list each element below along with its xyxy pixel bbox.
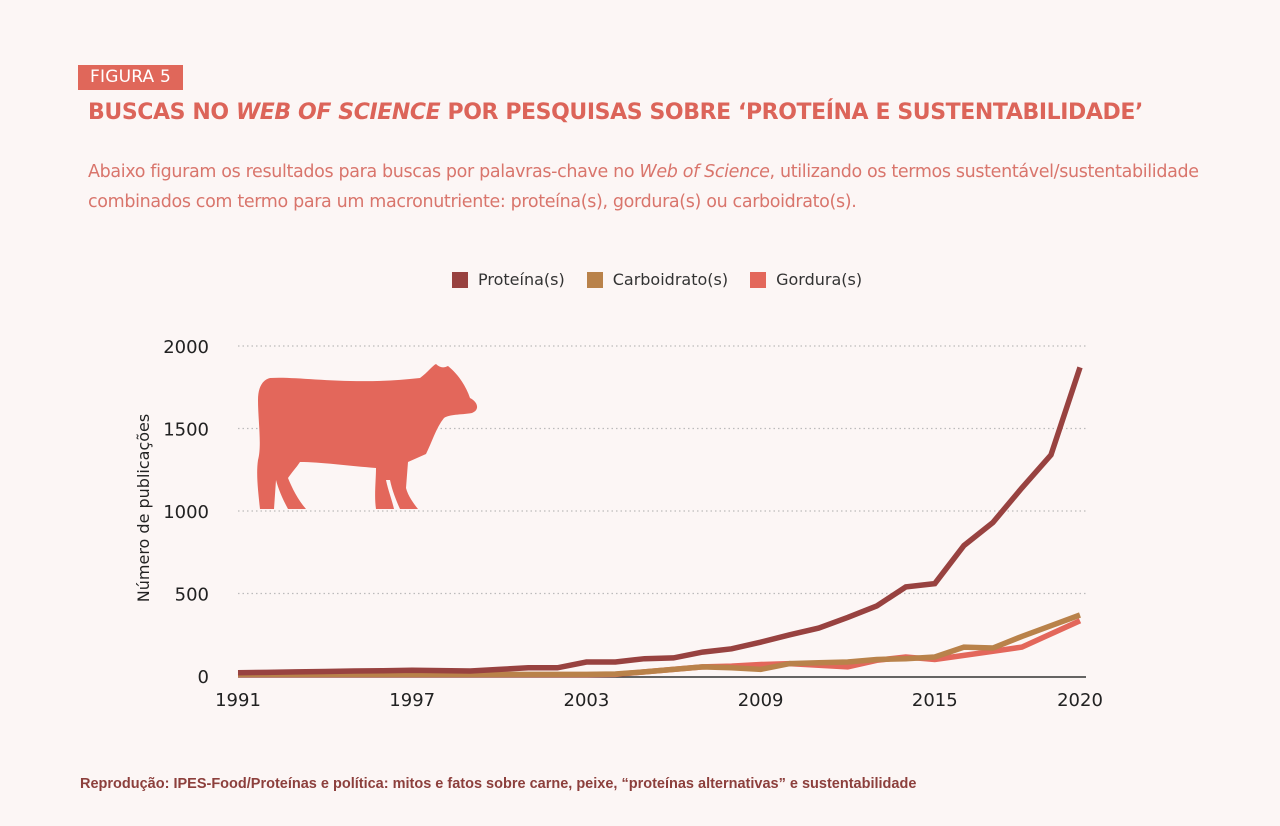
source-footer: Reprodução: IPES-Food/Proteínas e políti…: [80, 776, 917, 792]
desc-part3: , utilizando os termos sustentável/suste…: [88, 162, 1199, 212]
figure-label: FIGURA 5: [78, 65, 183, 90]
y-tick-label: 500: [175, 585, 209, 606]
legend-label-protein: Proteína(s): [478, 270, 565, 289]
y-tick-label: 0: [198, 667, 209, 688]
legend-swatch-fat: [750, 271, 767, 288]
x-tick-label: 2020: [1057, 690, 1103, 711]
cow-silhouette-icon: [257, 364, 478, 509]
title-part1: BUSCAS NO: [88, 100, 236, 125]
gridlines: [238, 345, 1086, 595]
x-tick-label: 2015: [912, 690, 958, 711]
chart-legend: Proteína(s) Carboidrato(s) Gordura(s): [452, 270, 862, 289]
desc-part1: Abaixo figuram os resultados para buscas…: [88, 162, 640, 182]
figure-description: Abaixo figuram os resultados para buscas…: [88, 157, 1208, 217]
title-part2-italic: WEB OF SCIENCE: [235, 100, 441, 125]
x-axis-ticks: 1991 1997 2003 2009 2015 2020: [215, 690, 1103, 711]
legend-item-fat: Gordura(s): [750, 270, 862, 289]
y-tick-label: 2000: [163, 337, 209, 358]
x-tick-label: 2009: [738, 690, 784, 711]
series-lines: [237, 366, 1083, 678]
legend-swatch-protein: [452, 271, 468, 288]
series-line-carb: [238, 612, 1081, 678]
y-tick-label: 1000: [163, 502, 209, 523]
title-part3: POR PESQUISAS SOBRE ‘PROTEÍNA E SUSTENTA…: [440, 100, 1144, 125]
legend-label-fat: Gordura(s): [776, 270, 863, 289]
legend-item-protein: Proteína(s): [452, 270, 565, 289]
x-tick-label: 2003: [564, 690, 610, 711]
y-axis-ticks: 0 500 1000 1500 2000: [163, 337, 209, 688]
legend-swatch-carb: [586, 271, 603, 288]
figure-title: BUSCAS NO WEB OF SCIENCE POR PESQUISAS S…: [88, 100, 1143, 125]
legend-label-carb: Carboidrato(s): [612, 270, 729, 289]
y-axis-label: Número de publicações: [134, 414, 153, 602]
series-line-protein: [237, 366, 1083, 676]
y-tick-label: 1500: [163, 420, 209, 441]
desc-part2-italic: Web of Science: [639, 162, 770, 182]
x-tick-label: 1991: [215, 690, 261, 711]
legend-item-carb: Carboidrato(s): [586, 270, 729, 289]
x-tick-label: 1997: [389, 690, 435, 711]
line-chart: 0 500 1000 1500 2000 1991 1997 2003 2009 2015 202…: [134, 337, 1103, 711]
